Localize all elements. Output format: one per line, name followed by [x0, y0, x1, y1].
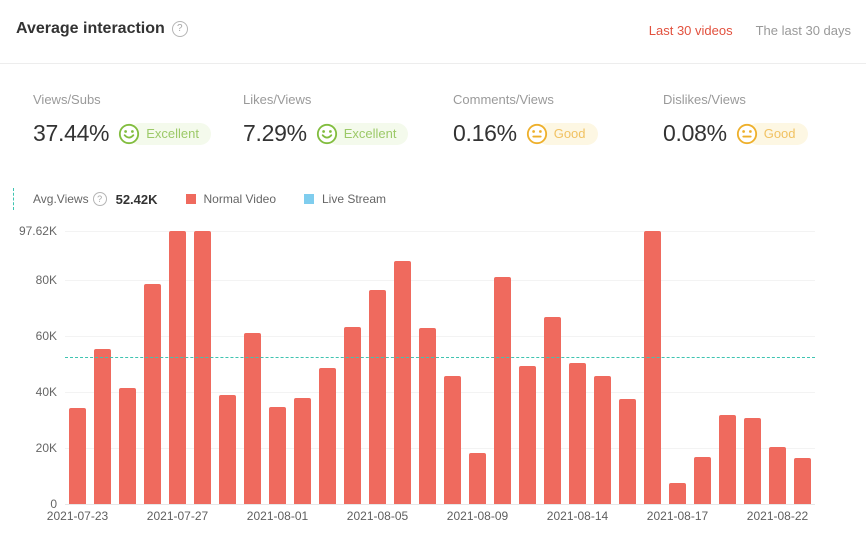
- bar-normal-video[interactable]: [444, 375, 461, 504]
- metric-value: 0.08%: [663, 120, 727, 146]
- happy-face-icon: [118, 123, 140, 145]
- rating-badge: Good: [736, 122, 808, 145]
- bar-normal-video[interactable]: [469, 453, 486, 504]
- bar-normal-video[interactable]: [344, 326, 361, 504]
- bar-normal-video[interactable]: [569, 363, 586, 504]
- plot-area: [65, 231, 815, 505]
- x-tick-label: 2021-07-23: [46, 509, 109, 523]
- metric-label: Dislikes/Views: [663, 92, 746, 107]
- bar-normal-video[interactable]: [669, 483, 686, 504]
- bar-normal-video[interactable]: [794, 458, 811, 504]
- x-tick-label: 2021-08-17: [646, 509, 709, 523]
- bar-normal-video[interactable]: [694, 457, 711, 504]
- neutral-face-icon: [526, 123, 548, 145]
- live-stream-swatch: [304, 194, 314, 204]
- legend-item-live-stream[interactable]: Live Stream: [304, 192, 386, 206]
- bar-normal-video[interactable]: [94, 348, 111, 504]
- metric-label: Likes/Views: [243, 92, 312, 107]
- bar-normal-video[interactable]: [194, 231, 211, 504]
- rating-badge: Excellent: [118, 122, 211, 145]
- bar-normal-video[interactable]: [319, 367, 336, 504]
- x-tick-label: 2021-08-09: [446, 509, 509, 523]
- bar-normal-video[interactable]: [394, 260, 411, 504]
- metric-label: Comments/Views: [453, 92, 554, 107]
- avg-views-value: 52.42K: [115, 191, 158, 207]
- bar-normal-video[interactable]: [544, 316, 561, 504]
- rating-label: Excellent: [129, 122, 211, 145]
- bar-normal-video[interactable]: [219, 395, 236, 504]
- x-tick-label: 2021-08-14: [546, 509, 609, 523]
- y-tick-label: 97.62K: [18, 224, 57, 238]
- gridline: [65, 504, 815, 505]
- avg-views-line: [65, 357, 815, 359]
- avg-views-label: Avg.Views: [33, 192, 89, 206]
- rating-badge: Excellent: [316, 122, 409, 145]
- help-icon[interactable]: ?: [171, 21, 188, 37]
- bar-normal-video[interactable]: [369, 289, 386, 504]
- metric-comments-views: Comments/Views 0.16% Good: [453, 92, 663, 147]
- metric-dislikes-views: Dislikes/Views 0.08% Good: [663, 92, 866, 147]
- gridline: [65, 231, 815, 232]
- happy-face-icon: [316, 123, 338, 145]
- x-tick-label: 2021-08-01: [246, 509, 309, 523]
- metric-likes-views: Likes/Views 7.29% Excellent: [243, 92, 453, 147]
- gridline: [65, 336, 815, 338]
- gridline: [65, 280, 815, 282]
- bar-normal-video[interactable]: [269, 407, 286, 504]
- page-title: Average interaction: [16, 20, 165, 37]
- rating-label: Good: [746, 122, 808, 145]
- avg-views-help-icon[interactable]: ?: [92, 192, 107, 206]
- metric-views-subs: Views/Subs 37.44% Excellent: [33, 92, 243, 147]
- bar-normal-video[interactable]: [144, 283, 161, 504]
- bar-normal-video[interactable]: [119, 388, 136, 504]
- normal-video-swatch: [185, 194, 196, 204]
- gridline: [65, 392, 815, 394]
- legend-item-normal-video[interactable]: Normal Video: [185, 192, 276, 206]
- bar-normal-video[interactable]: [769, 447, 786, 504]
- bar-normal-video[interactable]: [519, 366, 536, 504]
- metric-value: 37.44%: [33, 120, 110, 146]
- y-tick-label: 80K: [35, 273, 57, 288]
- bar-normal-video[interactable]: [244, 332, 261, 504]
- y-tick-label: 0: [50, 497, 57, 511]
- metric-label: Views/Subs: [33, 92, 101, 107]
- rating-label: Good: [536, 122, 598, 145]
- metrics-row: Views/Subs 37.44% Excellent Likes/Views …: [33, 92, 866, 147]
- chart-legend: Avg.Views ? 52.42K Normal Video Live Str…: [13, 187, 386, 211]
- avg-line-legend-icon: [13, 188, 14, 210]
- bar-normal-video[interactable]: [494, 276, 511, 504]
- bar-normal-video[interactable]: [644, 231, 661, 504]
- bar-normal-video[interactable]: [419, 328, 436, 504]
- metric-value: 7.29%: [243, 120, 307, 146]
- bar-normal-video[interactable]: [169, 231, 186, 504]
- panel-header: Average interaction ? Last 30 videos The…: [0, 0, 866, 64]
- bar-normal-video[interactable]: [294, 398, 311, 504]
- bar-normal-video[interactable]: [69, 408, 86, 504]
- bar-normal-video[interactable]: [719, 415, 736, 504]
- y-tick-label: 40K: [35, 385, 57, 400]
- bar-normal-video[interactable]: [744, 418, 761, 504]
- x-tick-label: 2021-08-22: [746, 509, 809, 523]
- tab-last-30-days[interactable]: The last 30 days: [755, 23, 851, 38]
- rating-badge: Good: [526, 122, 598, 145]
- gridline: [65, 448, 815, 450]
- x-tick-label: 2021-07-27: [146, 509, 209, 523]
- bar-normal-video[interactable]: [619, 399, 636, 504]
- y-tick-label: 20K: [35, 441, 57, 456]
- metric-value: 0.16%: [453, 120, 517, 146]
- rating-label: Excellent: [326, 122, 409, 145]
- range-tabs: Last 30 videos The last 30 days: [649, 23, 851, 38]
- y-tick-label: 60K: [35, 329, 57, 344]
- bar-normal-video[interactable]: [594, 375, 611, 504]
- neutral-face-icon: [736, 123, 758, 145]
- x-tick-label: 2021-08-05: [346, 509, 409, 523]
- tab-last-30-videos[interactable]: Last 30 videos: [648, 23, 733, 38]
